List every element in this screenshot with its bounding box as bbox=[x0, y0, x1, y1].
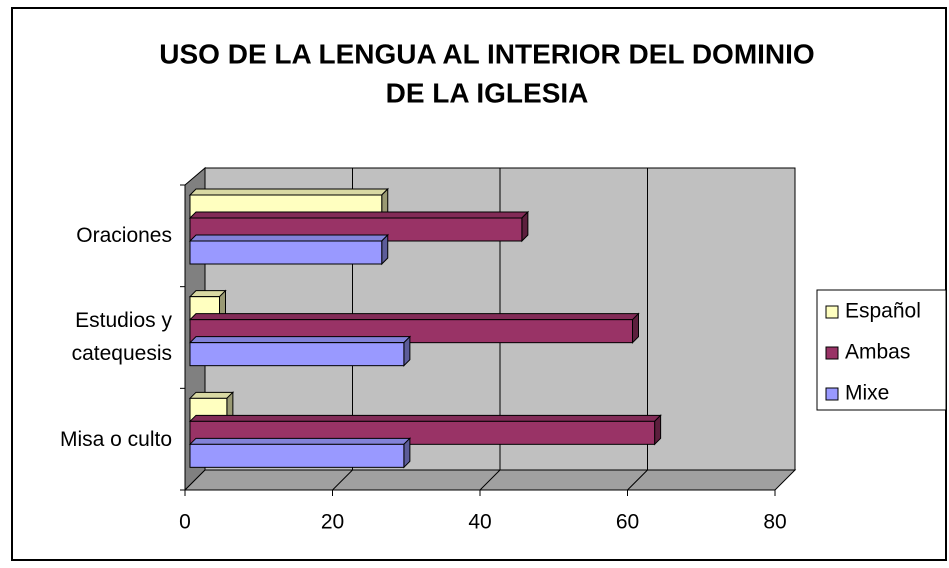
x-tick-label: 0 bbox=[179, 511, 191, 534]
y-tick-label: Estudios y catequesis bbox=[71, 309, 172, 366]
y-tick-label: Misa o culto bbox=[59, 427, 172, 451]
bar-top bbox=[188, 414, 662, 422]
bar-top bbox=[188, 336, 412, 344]
bar-top bbox=[188, 391, 235, 399]
y-tick-label: Oraciones bbox=[76, 224, 172, 248]
bar-front bbox=[189, 443, 405, 468]
bar-top bbox=[188, 211, 530, 219]
grid-line bbox=[332, 469, 353, 491]
x-tick-label: 60 bbox=[616, 511, 639, 534]
grid-line bbox=[479, 469, 501, 491]
category-label-box: Oraciones bbox=[76, 224, 172, 248]
grid-line bbox=[627, 469, 648, 491]
category-label-box: Estudios y catequesis bbox=[71, 309, 172, 366]
bar bbox=[188, 437, 412, 469]
legend-label: Mixe bbox=[845, 382, 889, 405]
bar bbox=[188, 210, 530, 243]
bar-top bbox=[188, 188, 389, 196]
legend-swatch bbox=[825, 387, 839, 401]
bar-top bbox=[188, 437, 412, 445]
chart-title: USO DE LA LENGUA AL INTERIOR DEL DOMINIO bbox=[159, 38, 814, 69]
bar-front bbox=[189, 240, 383, 265]
x-tick-label: 80 bbox=[763, 511, 786, 534]
legend-swatch bbox=[825, 305, 839, 319]
x-tick-label: 40 bbox=[468, 511, 491, 534]
bar-top bbox=[188, 234, 389, 242]
legend-swatch bbox=[825, 346, 839, 360]
chart-title: DE LA IGLESIA bbox=[386, 77, 589, 108]
category-label-box: Misa o culto bbox=[59, 427, 172, 451]
x-tick-label: 20 bbox=[321, 511, 344, 534]
legend-label: Ambas bbox=[845, 341, 910, 364]
bar bbox=[188, 233, 389, 266]
bar bbox=[188, 335, 412, 367]
bar-top bbox=[188, 313, 640, 321]
legend-label: Español bbox=[845, 300, 921, 323]
bar-front bbox=[189, 342, 405, 367]
